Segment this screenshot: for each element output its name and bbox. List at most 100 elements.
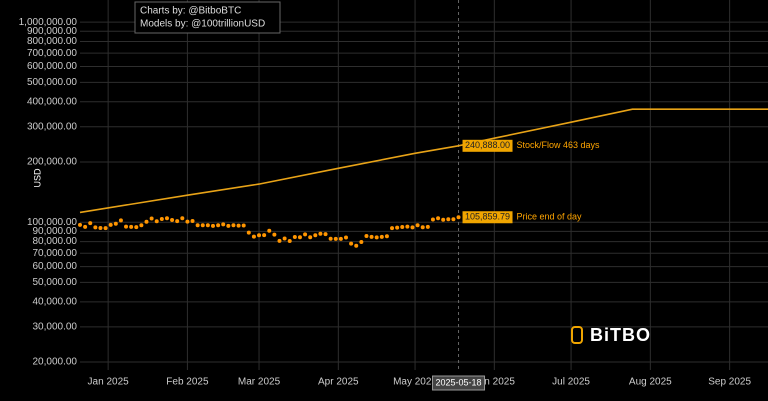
price-dot	[420, 225, 425, 230]
price-dot	[226, 223, 231, 228]
y-tick-label: 80,000.00	[33, 236, 78, 247]
price-dot	[144, 219, 149, 224]
price-dot	[267, 228, 272, 233]
price-dot	[210, 223, 215, 228]
price-dot	[93, 225, 98, 230]
price-dot	[98, 226, 103, 231]
price-dot	[257, 233, 262, 238]
price-dot	[446, 217, 451, 222]
price-dot	[185, 219, 190, 224]
price-dot	[246, 230, 251, 235]
price-dot	[139, 223, 144, 228]
price-dot	[338, 236, 343, 241]
series-name: Stock/Flow 463 days	[517, 140, 601, 150]
price-dot	[379, 234, 384, 239]
price-dot	[190, 218, 195, 223]
price-dot	[205, 223, 210, 228]
price-dot	[456, 215, 461, 220]
logo: BiTBO	[590, 325, 651, 345]
price-dot	[359, 240, 364, 245]
price-dot	[430, 217, 435, 222]
price-dot	[349, 241, 354, 246]
price-dot	[159, 217, 164, 222]
y-tick-label: 900,000.00	[27, 26, 77, 37]
series-line	[79, 108, 768, 214]
y-tick-label: 40,000.00	[33, 296, 78, 307]
price-dot	[170, 217, 175, 222]
x-tick-label: Aug 2025	[629, 377, 672, 388]
y-tick-label: 600,000.00	[27, 61, 77, 72]
x-tick-label: May 2025	[393, 377, 437, 388]
price-dot	[129, 224, 134, 229]
price-dot	[118, 218, 123, 223]
price-dot	[303, 232, 308, 237]
price-dot	[251, 234, 256, 239]
x-tick-label: Apr 2025	[318, 377, 359, 388]
price-dot	[415, 223, 420, 228]
y-tick-label: 100,000.00	[27, 217, 77, 228]
x-tick-label: Jul 2025	[552, 377, 590, 388]
price-dot	[154, 219, 159, 224]
y-tick-label: 30,000.00	[33, 321, 78, 332]
price-dot	[451, 217, 456, 222]
price-dot	[134, 225, 139, 230]
y-tick-label: 50,000.00	[33, 277, 78, 288]
credit: Charts by: @BitboBTC	[140, 6, 241, 17]
price-dot	[354, 243, 359, 248]
price-dot	[436, 216, 441, 221]
price-dot	[395, 225, 400, 230]
price-dot	[180, 216, 185, 221]
price-dot	[164, 216, 169, 221]
credits-box	[134, 1, 281, 34]
price-dot	[83, 224, 88, 229]
value-label: 105,859.79	[465, 212, 510, 222]
price-dot	[103, 226, 108, 231]
y-tick-label: 500,000.00	[27, 77, 77, 88]
y-tick-label: 70,000.00	[33, 248, 78, 259]
price-dot	[195, 223, 200, 228]
x-tick-label: Feb 2025	[166, 377, 209, 388]
price-dot	[297, 235, 302, 240]
y-tick-label: 60,000.00	[33, 261, 78, 272]
price-dot	[425, 224, 430, 229]
y-axis-label: USD	[32, 168, 42, 188]
price-dot	[292, 235, 297, 240]
y-tick-label: 1,000,000.00	[19, 17, 78, 28]
y-tick-label: 90,000.00	[33, 226, 78, 237]
price-dot	[308, 235, 313, 240]
y-tick-label: 400,000.00	[27, 96, 77, 107]
price-dot	[88, 221, 93, 226]
price-dot	[108, 222, 113, 227]
price-dot	[124, 224, 129, 229]
value-label-box	[462, 139, 513, 152]
price-dot	[343, 235, 348, 240]
price-dot	[405, 224, 410, 229]
price-dot	[78, 222, 82, 227]
y-tick-label: 700,000.00	[27, 48, 77, 59]
price-dot	[241, 223, 246, 228]
price-dot	[410, 225, 415, 230]
x-tick-label: Jan 2025	[88, 377, 130, 388]
price-dot	[149, 216, 154, 221]
credit: Models by: @100trillionUSD	[140, 19, 265, 30]
price-dot	[384, 234, 389, 239]
price-dot	[113, 221, 118, 226]
price-dot	[216, 223, 221, 228]
price-dot	[369, 234, 374, 239]
series-name: Price end of day	[517, 212, 583, 222]
price-dot	[272, 232, 277, 237]
price-dot	[364, 234, 369, 239]
price-dot	[282, 236, 287, 241]
crosshair-box	[432, 375, 486, 391]
price-dot	[328, 236, 333, 241]
y-tick-label: 300,000.00	[27, 121, 77, 132]
price-dot	[390, 226, 395, 231]
price-dot	[262, 233, 267, 238]
y-tick-label: 800,000.00	[27, 36, 77, 47]
price-dot	[400, 225, 405, 230]
price-dot	[441, 217, 446, 222]
value-label: 240,888.00	[465, 140, 510, 150]
price-dot	[287, 239, 292, 244]
x-tick-label: Mar 2025	[238, 377, 281, 388]
y-tick-label: 20,000.00	[33, 357, 78, 368]
